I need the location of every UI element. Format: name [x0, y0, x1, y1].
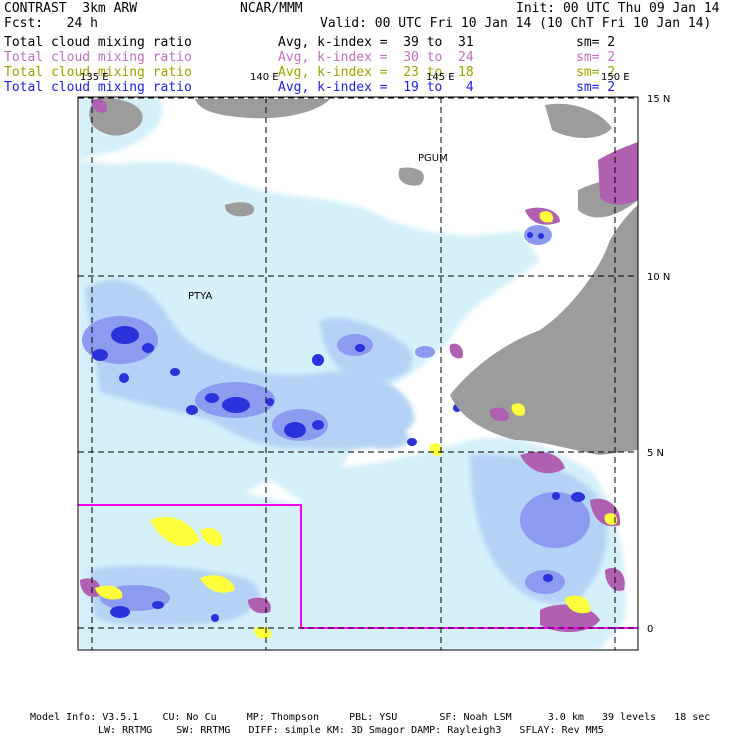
- yellow-cloud-patches: [95, 211, 618, 639]
- legend-stat-1: Avg, k-index = 39 to 31: [278, 35, 474, 50]
- model-info-line-2: LW: RRTMG SW: RRTMG DIFF: simple KM: 3D …: [98, 725, 604, 736]
- purple-cloud-patches: [80, 98, 638, 633]
- legend-sm-4: sm= 2: [576, 80, 616, 95]
- station-ptya: PTYA: [188, 291, 212, 302]
- legend-stat-2: Avg, k-index = 30 to 24: [278, 50, 474, 65]
- valid-time: Valid: 00 UTC Fri 10 Jan 14 (10 ChT Fri …: [320, 16, 712, 31]
- legend-sm-1: sm= 2: [576, 35, 616, 50]
- legend-field-4: Total cloud mixing ratio: [4, 80, 192, 95]
- lat-label-5n: 5 N: [647, 448, 664, 459]
- forecast-hour: Fcst: 24 h: [4, 16, 98, 31]
- lon-label-140e: 140 E: [250, 72, 279, 83]
- lat-label-15n: 15 N: [647, 94, 670, 105]
- model-info-line-1: Model Info: V3.5.1 CU: No Cu MP: Thompso…: [30, 712, 711, 723]
- product-title: CONTRAST 3km ARW: [4, 1, 138, 16]
- legend-field-1: Total cloud mixing ratio: [4, 35, 192, 50]
- legend-field-3: Total cloud mixing ratio: [4, 65, 192, 80]
- station-pgum: PGUM: [418, 153, 448, 164]
- lon-label-150e: 150 E: [601, 72, 630, 83]
- lat-label-10n: 10 N: [647, 272, 670, 283]
- lat-lon-grid: [78, 97, 638, 650]
- legend-sm-2: sm= 2: [576, 50, 616, 65]
- cloud-cores: [92, 232, 585, 622]
- lat-label-0: 0: [647, 624, 653, 635]
- map-field-layer: [78, 97, 638, 650]
- legend-stat-4: Avg, k-index = 19 to 4: [278, 80, 474, 95]
- legend-field-2: Total cloud mixing ratio: [4, 50, 192, 65]
- init-time: Init: 00 UTC Thu 09 Jan 14: [516, 1, 720, 16]
- lon-label-145e: 145 E: [426, 72, 455, 83]
- legend-sm-3: sm= 2: [576, 65, 616, 80]
- legend-stat-3: Avg, k-index = 23 to 18: [278, 65, 474, 80]
- gray-cloud-masses: [89, 97, 638, 455]
- map-frame: [77, 96, 639, 651]
- organization-label: NCAR/MMM: [240, 1, 303, 16]
- lon-label-135e: 135 E: [80, 72, 109, 83]
